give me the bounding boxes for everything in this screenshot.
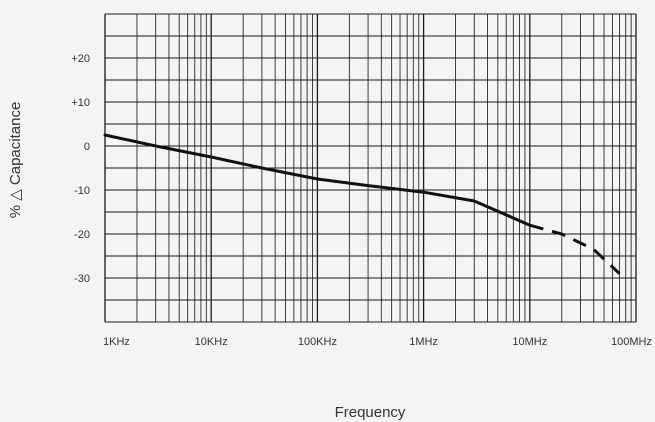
- curves: [103, 133, 621, 275]
- x-tick-label: 100KHz: [298, 336, 337, 348]
- series-line-solid: [103, 133, 532, 227]
- y-axis-label: % △ Capacitance: [7, 102, 24, 219]
- x-tick-label: 1KHz: [103, 336, 130, 348]
- series-line-dashed: [529, 223, 621, 275]
- y-tick-label: -10: [74, 185, 90, 197]
- x-tick-label: 10MHz: [512, 336, 547, 348]
- y-tick-label: -20: [74, 229, 90, 241]
- x-tick-label: 10KHz: [195, 336, 228, 348]
- x-axis-label: Frequency: [335, 404, 406, 421]
- y-tick-labels: +20 +10 0 -10 -20 -30: [71, 53, 90, 285]
- x-tick-label: 1MHz: [409, 336, 438, 348]
- x-tick-labels: 1KHz 10KHz 100KHz 1MHz 10MHz 100MHz: [103, 336, 652, 348]
- x-tick-label: 100MHz: [611, 336, 652, 348]
- y-tick-label: 0: [84, 141, 90, 153]
- y-tick-label: +20: [71, 53, 90, 65]
- grid: [104, 13, 637, 323]
- y-tick-label: -30: [74, 273, 90, 285]
- y-tick-label: +10: [71, 97, 90, 109]
